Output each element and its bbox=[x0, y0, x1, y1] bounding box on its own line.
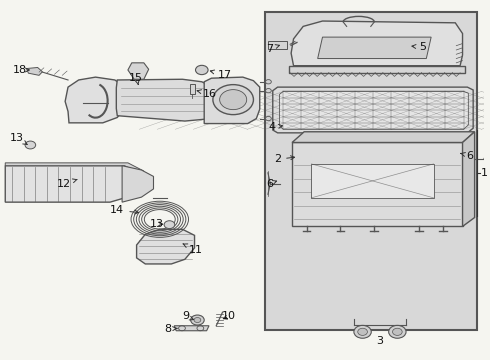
Polygon shape bbox=[289, 66, 465, 73]
Polygon shape bbox=[65, 77, 126, 123]
Text: 15: 15 bbox=[129, 73, 143, 83]
Text: 6: 6 bbox=[266, 179, 276, 189]
Circle shape bbox=[266, 89, 271, 93]
Text: 13: 13 bbox=[150, 219, 164, 229]
Text: 18: 18 bbox=[12, 65, 26, 75]
Polygon shape bbox=[291, 21, 463, 66]
Text: 3: 3 bbox=[376, 336, 384, 346]
Text: 8: 8 bbox=[165, 324, 177, 334]
Circle shape bbox=[389, 325, 406, 338]
Text: 10: 10 bbox=[222, 311, 236, 321]
Circle shape bbox=[25, 141, 36, 149]
Polygon shape bbox=[318, 37, 431, 59]
Text: 6: 6 bbox=[461, 151, 473, 161]
Circle shape bbox=[266, 116, 271, 121]
Text: 17: 17 bbox=[210, 69, 232, 80]
Polygon shape bbox=[279, 91, 468, 129]
Polygon shape bbox=[312, 164, 434, 198]
Polygon shape bbox=[128, 63, 148, 79]
Circle shape bbox=[164, 221, 175, 229]
Polygon shape bbox=[292, 132, 475, 143]
Polygon shape bbox=[204, 77, 260, 123]
Text: 2: 2 bbox=[274, 154, 294, 164]
Circle shape bbox=[220, 90, 246, 110]
Polygon shape bbox=[116, 79, 218, 121]
Polygon shape bbox=[5, 163, 144, 173]
Circle shape bbox=[392, 328, 402, 336]
Polygon shape bbox=[122, 166, 153, 202]
Circle shape bbox=[194, 318, 201, 323]
Text: 16: 16 bbox=[197, 89, 217, 99]
Circle shape bbox=[354, 325, 371, 338]
Text: 1: 1 bbox=[481, 168, 488, 178]
Circle shape bbox=[191, 315, 204, 325]
Text: 4: 4 bbox=[268, 122, 282, 132]
Text: 11: 11 bbox=[183, 244, 202, 255]
Circle shape bbox=[196, 65, 208, 75]
Text: 13: 13 bbox=[10, 133, 27, 144]
Circle shape bbox=[358, 328, 368, 336]
Circle shape bbox=[213, 85, 253, 114]
Polygon shape bbox=[292, 143, 463, 226]
Bar bbox=[190, 84, 195, 94]
Polygon shape bbox=[463, 132, 475, 226]
Polygon shape bbox=[5, 166, 141, 202]
Polygon shape bbox=[273, 87, 473, 133]
Text: 12: 12 bbox=[57, 179, 77, 189]
Polygon shape bbox=[26, 67, 43, 75]
FancyBboxPatch shape bbox=[265, 12, 477, 330]
Text: 5: 5 bbox=[412, 42, 426, 52]
Text: 9: 9 bbox=[182, 311, 194, 321]
Text: 14: 14 bbox=[110, 205, 139, 215]
Bar bbox=[269, 41, 287, 49]
Text: 7: 7 bbox=[266, 44, 279, 54]
Polygon shape bbox=[137, 229, 195, 264]
Polygon shape bbox=[174, 326, 209, 331]
Circle shape bbox=[266, 80, 271, 84]
